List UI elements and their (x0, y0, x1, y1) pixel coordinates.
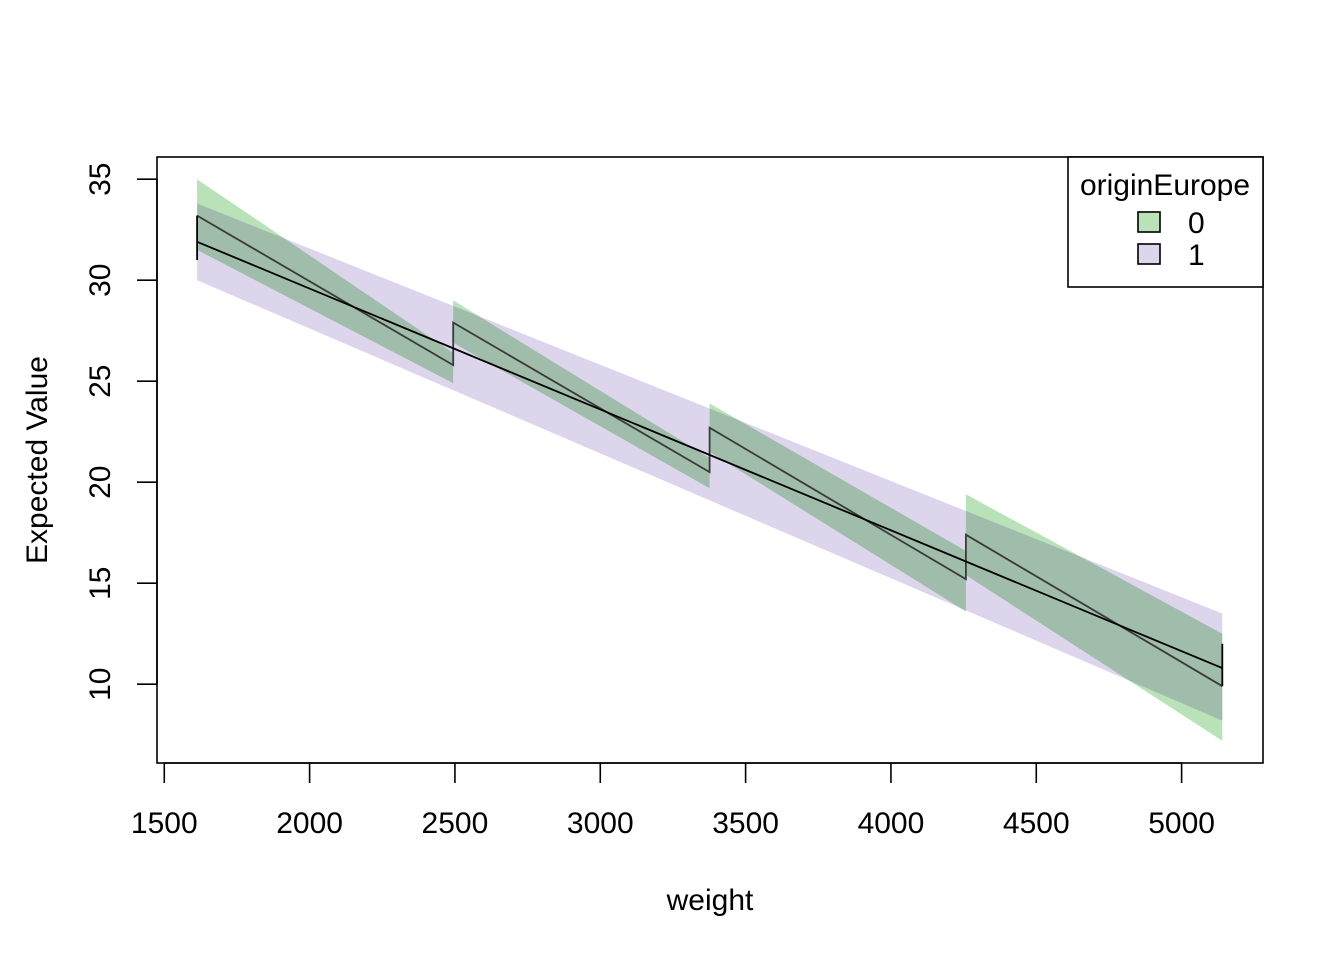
x-tick-label-2500: 2500 (422, 807, 489, 840)
x-tick-label-4500: 4500 (1003, 807, 1070, 840)
y-tick-label-10: 10 (84, 668, 117, 701)
x-tick-label-3500: 3500 (712, 807, 779, 840)
y-tick-label-35: 35 (84, 163, 117, 196)
x-tick-label-1500: 1500 (131, 807, 198, 840)
x-axis-label: weight (666, 884, 754, 917)
x-tick-label-2000: 2000 (276, 807, 343, 840)
band-0-segment-1 (453, 300, 710, 489)
x-tick-label-4000: 4000 (858, 807, 925, 840)
fit-lines (196, 214, 1224, 687)
y-tick-label-25: 25 (84, 365, 117, 398)
x-tick-label-5000: 5000 (1148, 807, 1215, 840)
legend-swatch-1 (1137, 243, 1161, 265)
x-tick-label-3000: 3000 (567, 807, 634, 840)
fit-line-1 (196, 240, 1223, 669)
x-axis: 1500 2000 2500 3000 3500 4000 4500 5000 (131, 762, 1215, 840)
legend-swatch-0 (1137, 211, 1161, 233)
y-tick-label-15: 15 (84, 567, 117, 600)
legend-title: originEurope (1080, 169, 1250, 202)
y-tick-label-30: 30 (84, 264, 117, 297)
legend: originEurope 0 1 (1067, 156, 1264, 288)
fit-line-0 (196, 214, 1223, 687)
y-axis: 10 15 20 25 30 35 (84, 163, 158, 701)
legend-label-1: 1 (1188, 239, 1205, 272)
y-tick-label-20: 20 (84, 466, 117, 499)
y-axis-label: Expected Value (21, 356, 54, 564)
legend-label-0: 0 (1188, 207, 1205, 240)
band-0-segment-3 (965, 494, 1223, 741)
band-0-segment-0 (197, 179, 454, 384)
legend-box (1067, 156, 1264, 288)
